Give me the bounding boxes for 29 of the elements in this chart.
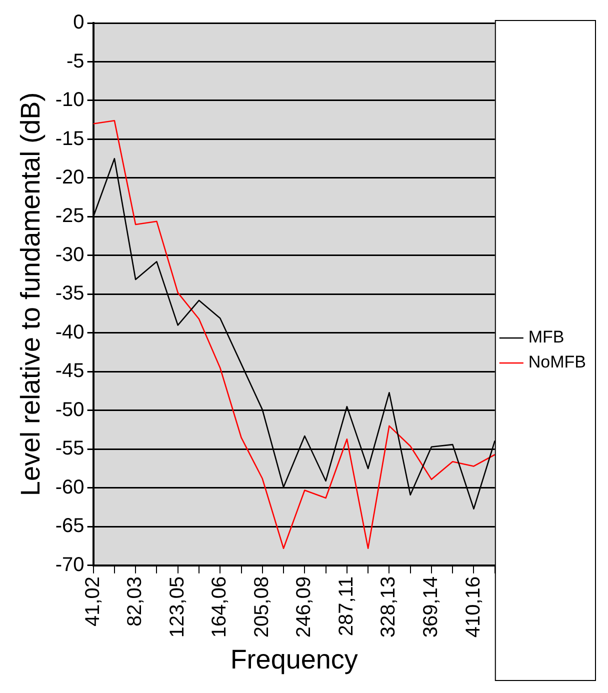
x-axis-title: Frequency [230, 644, 358, 674]
x-tick-label: 164,06 [208, 576, 231, 638]
x-tick-label: 410,16 [462, 576, 484, 638]
y-tick-label: -10 [55, 89, 84, 112]
x-tick-label: 369,14 [420, 576, 442, 638]
x-tick-label: 205,08 [250, 576, 273, 638]
y-tick-label: 0 [73, 12, 84, 34]
y-tick-label: -5 [66, 50, 84, 72]
y-tick-label: -65 [55, 515, 84, 538]
y-tick-label: -25 [55, 205, 84, 228]
y-tick-label: -35 [55, 282, 84, 305]
legend-label: NoMFB [528, 352, 586, 372]
x-tick-label: 246,09 [293, 576, 316, 638]
x-tick-label: 82,03 [124, 576, 146, 626]
y-tick-label: -70 [55, 554, 84, 576]
y-tick-label: -55 [55, 438, 84, 460]
y-tick-label: -15 [55, 128, 84, 150]
y-tick-label: -45 [55, 360, 84, 382]
y-tick-label: -60 [55, 476, 84, 498]
y-tick-label: -50 [55, 398, 84, 421]
legend-label: MFB [528, 328, 564, 347]
y-axis-title: Level relative to fundamental (dB) [16, 92, 46, 496]
x-tick-label: 123,05 [166, 576, 188, 638]
x-tick-label: 287,11 [335, 576, 358, 636]
y-tick-label: -20 [55, 166, 84, 188]
x-tick-label: 41,02 [82, 576, 104, 626]
y-tick-label: -30 [55, 244, 84, 266]
x-tick-label: 328,13 [378, 576, 400, 638]
y-tick-label: -40 [55, 321, 84, 344]
